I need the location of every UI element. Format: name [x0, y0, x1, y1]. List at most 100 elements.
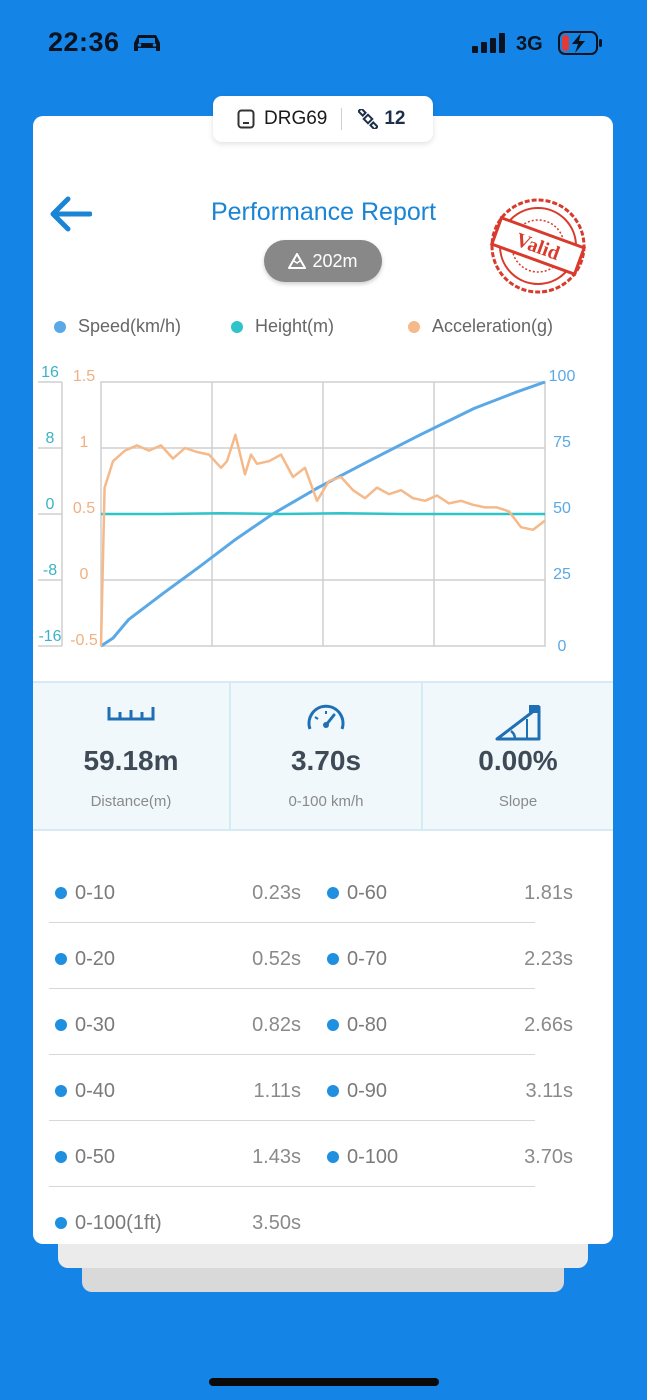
split-time: 1.81s: [524, 881, 573, 904]
table-row: 0-10 0.23s 0-60 1.81s: [33, 860, 613, 926]
bullet-dot: [55, 1085, 67, 1097]
bullet-dot: [55, 1151, 67, 1163]
speed-tick-label: 100: [549, 368, 576, 385]
split-range: 0-50: [75, 1145, 116, 1168]
split-label: 0-60: [327, 860, 387, 926]
stat-slope: 0.00% Slope: [423, 683, 613, 829]
report-card: [33, 116, 613, 1244]
mountain-icon: [288, 253, 307, 269]
altitude-badge: 202m: [264, 240, 382, 282]
status-time: 22:36: [48, 27, 120, 57]
valid-stamp-icon: Valid: [489, 198, 587, 294]
page-title: Performance Report: [210, 198, 437, 226]
height-tick-label: 8: [46, 430, 55, 447]
split-label: 0-30: [55, 992, 115, 1058]
bullet-dot: [55, 1019, 67, 1031]
accel-tick-label: 1: [80, 434, 89, 451]
performance-chart: 16 8 0 -8 -16 1.5 1 0.5 0 -0.5 100 75 50 25 0: [38, 364, 576, 655]
split-label: 0-70: [327, 926, 387, 992]
split-time: 0.82s: [252, 1013, 301, 1036]
altitude-value: 202m: [312, 250, 358, 271]
split-time: 3.70s: [524, 1145, 573, 1168]
zero-to-hundred-label: 0-100 km/h: [288, 793, 364, 810]
height-tick-label: -8: [43, 562, 57, 579]
split-label: 0-100: [327, 1124, 398, 1190]
split-range: 0-70: [347, 947, 388, 970]
legend-label: Height(m): [255, 316, 335, 336]
accel-tick-label: -0.5: [70, 632, 98, 649]
battery-charging-icon: [558, 31, 602, 55]
legend-label: Speed(km/h): [78, 316, 182, 336]
split-time: 0.23s: [252, 881, 301, 904]
split-label: 0-80: [327, 992, 387, 1058]
chart-legend: Speed(km/h) Height(m) Acceleration(g): [0, 316, 647, 342]
home-indicator: [209, 1378, 439, 1386]
device-pill[interactable]: DRG69 12: [213, 96, 433, 142]
stats-panel: 59.18m Distance(m) 3.70s 0-100 km/h 0.00…: [33, 681, 613, 831]
split-time: 2.23s: [524, 947, 573, 970]
split-time: 0.52s: [252, 947, 301, 970]
divider: [421, 683, 423, 829]
satellite-icon: [358, 109, 379, 129]
bullet-dot: [327, 1085, 339, 1097]
accel-tick-label: 0: [80, 566, 89, 583]
table-row: 0-50 1.43s 0-100 3.70s: [33, 1124, 613, 1190]
split-range: 0-20: [75, 947, 116, 970]
speed-tick-label: 25: [553, 566, 571, 583]
bullet-dot: [55, 953, 67, 965]
split-range: 0-40: [75, 1079, 116, 1102]
accel-tick-label: 1.5: [73, 368, 95, 385]
car-icon: [134, 35, 160, 51]
split-label: 0-50: [55, 1124, 115, 1190]
ruler-icon: [107, 707, 155, 721]
split-range: 0-30: [75, 1013, 116, 1036]
legend-item-acceleration[interactable]: Acceleration(g): [408, 316, 553, 337]
split-range: 0-100(1ft): [75, 1211, 162, 1234]
split-time: 3.11s: [525, 1079, 573, 1102]
distance-label: Distance(m): [90, 793, 172, 810]
series-line-accel: [99, 433, 546, 647]
split-time: 2.66s: [524, 1013, 573, 1036]
split-range: 0-60: [347, 881, 388, 904]
split-range: 0-100: [347, 1145, 399, 1168]
row-divider: [49, 988, 535, 989]
split-label: 0-100(1ft): [55, 1190, 162, 1256]
bullet-dot: [327, 1019, 339, 1031]
zero-to-hundred-value: 3.70s: [290, 745, 362, 776]
cellular-signal-icon: [472, 33, 505, 53]
split-label: 0-20: [55, 926, 115, 992]
height-tick-label: 16: [41, 364, 59, 381]
row-divider: [49, 922, 535, 923]
device-name: DRG69: [264, 108, 328, 129]
legend-label: Acceleration(g): [432, 316, 554, 336]
slope-icon: [495, 705, 541, 741]
row-divider: [49, 1054, 535, 1055]
legend-item-speed[interactable]: Speed(km/h): [54, 316, 181, 337]
bullet-dot: [327, 953, 339, 965]
back-arrow-icon[interactable]: [50, 196, 92, 232]
divider: [341, 108, 343, 130]
split-time: 3.50s: [252, 1211, 301, 1234]
height-tick-label: 0: [46, 496, 55, 513]
stat-acceleration-time: 3.70s 0-100 km/h: [231, 683, 421, 829]
row-divider: [49, 1120, 535, 1121]
bullet-dot: [55, 887, 67, 899]
stat-distance: 59.18m Distance(m): [33, 683, 229, 829]
table-row: 0-40 1.11s 0-90 3.11s: [33, 1058, 613, 1124]
table-row: 0-100(1ft) 3.50s: [33, 1190, 613, 1256]
split-label: 0-10: [55, 860, 115, 926]
split-range: 0-10: [75, 881, 116, 904]
speed-tick-label: 50: [553, 500, 571, 517]
legend-dot: [408, 320, 420, 333]
legend-dot: [54, 320, 66, 333]
bullet-dot: [327, 1151, 339, 1163]
bullet-dot: [55, 1217, 67, 1229]
series-line-height: [101, 511, 545, 516]
slope-value: 0.00%: [478, 745, 558, 776]
legend-dot: [231, 320, 243, 333]
split-time: 1.11s: [253, 1079, 301, 1102]
legend-item-height[interactable]: Height(m): [231, 316, 334, 337]
status-bar: 22:36 3G: [0, 0, 647, 90]
height-tick-label: -16: [38, 628, 61, 645]
divider: [229, 683, 231, 829]
